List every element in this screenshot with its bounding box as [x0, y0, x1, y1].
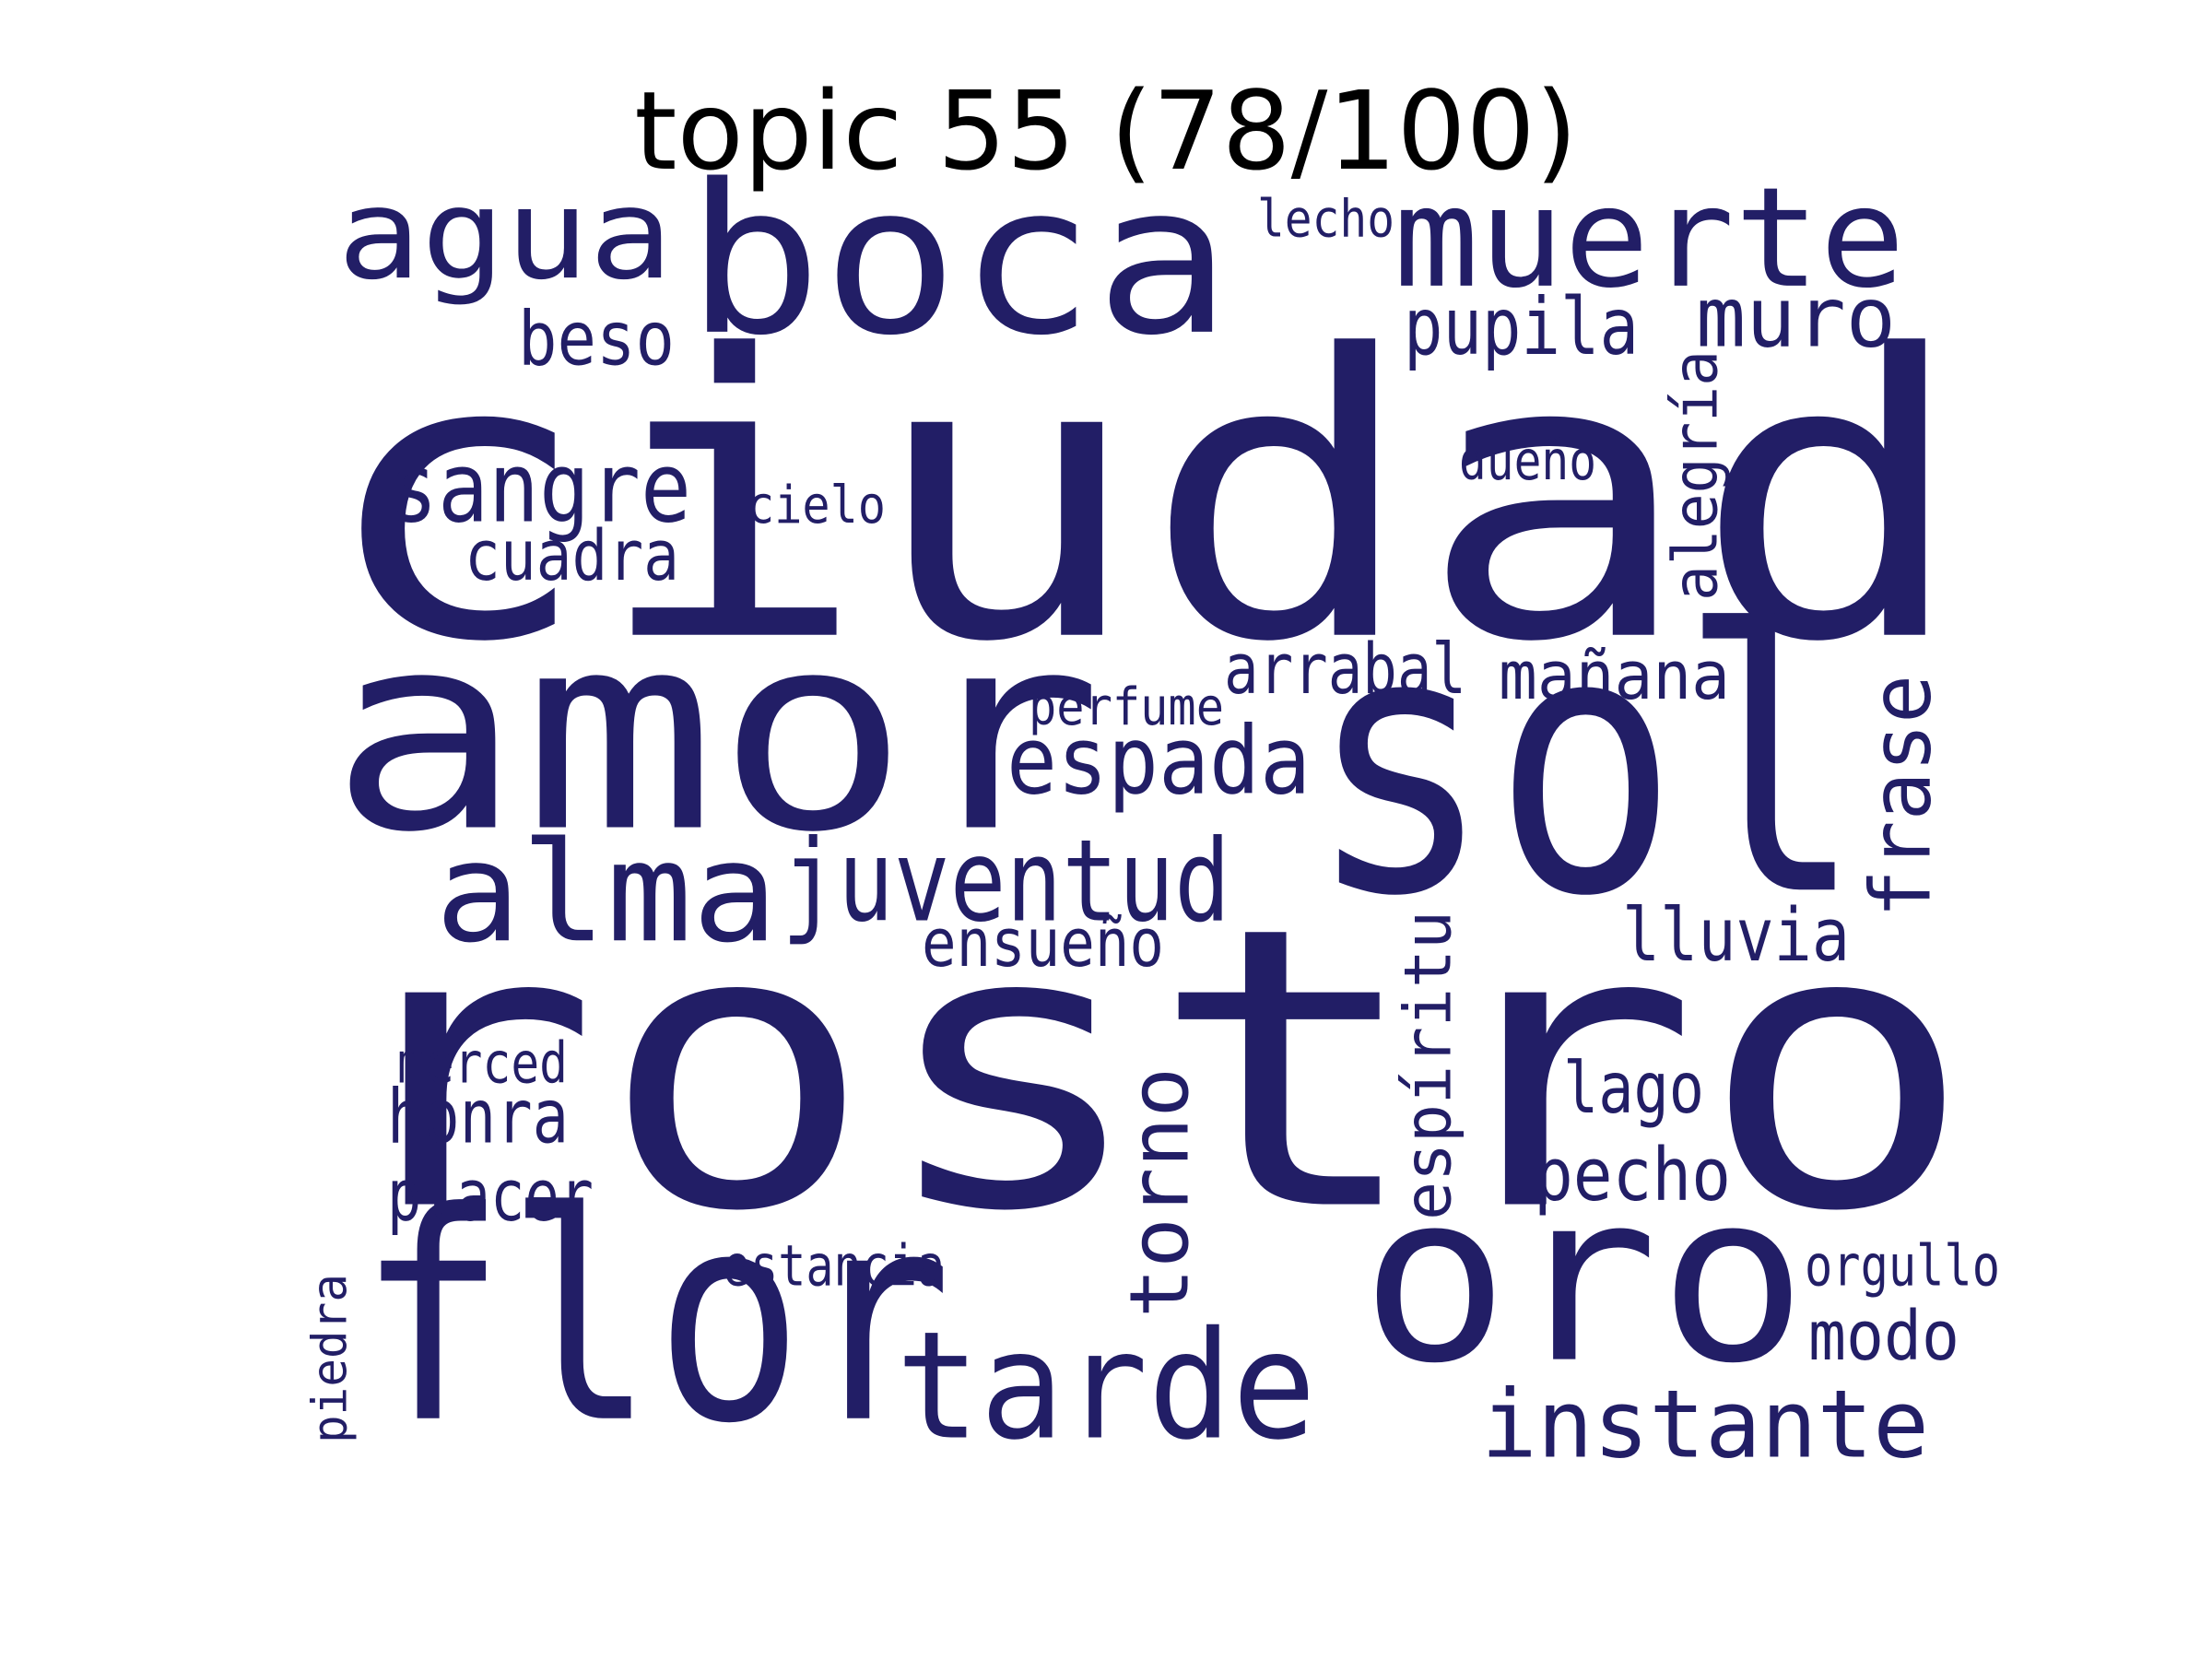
word-lago: lago	[1563, 1046, 1704, 1130]
word-muerte: muerte	[1394, 158, 1905, 320]
word-torno: torno	[1112, 1067, 1207, 1318]
word-instante: instante	[1481, 1369, 1929, 1479]
word-tarde: tarde	[896, 1299, 1316, 1474]
word-rostro: rostro	[324, 844, 1974, 1296]
word-cuadra: cuadra	[465, 516, 679, 598]
word-juventud: juventud	[782, 814, 1230, 947]
word-orgullo: orgullo	[1805, 1232, 2000, 1300]
word-alma: alma	[435, 813, 778, 974]
word-boca: boca	[686, 139, 1231, 381]
word-merced: merced	[397, 1030, 568, 1098]
word-amor: amor	[329, 575, 1103, 892]
word-pecho: pecho	[1534, 1132, 1731, 1218]
word-flor: flor	[358, 1151, 952, 1488]
word-manana: mañana	[1499, 637, 1730, 715]
word-pupila: pupila	[1404, 279, 1639, 373]
word-honra: honra	[387, 1074, 569, 1161]
word-alegria: alegría	[1660, 350, 1732, 601]
word-frase: frase	[1853, 675, 1950, 918]
word-espada: espada	[1006, 705, 1311, 816]
word-lecho: lecho	[1257, 188, 1394, 250]
word-estancia: estancia	[723, 1233, 945, 1300]
word-piedra: piedra	[302, 1274, 359, 1443]
word-muro: muro	[1696, 270, 1896, 368]
word-cielo: cielo	[747, 474, 886, 535]
word-sangre: sangre	[387, 431, 691, 546]
word-modo: modo	[1808, 1297, 1959, 1377]
word-beso: beso	[518, 294, 675, 382]
word-espiritu: espíritu	[1391, 911, 1466, 1220]
word-sol: sol	[1307, 555, 1865, 976]
word-arrabal: arrabal	[1224, 629, 1466, 711]
word-ensueno: ensueño	[922, 904, 1164, 982]
figure-title: topic 55 (78/100)	[634, 67, 1578, 194]
word-oro: oro	[1360, 1143, 1807, 1416]
word-ciudad: ciudad	[318, 272, 1968, 727]
word-placer: placer	[387, 1153, 594, 1238]
word-lluvia: lluvia	[1622, 893, 1850, 979]
word-dueno: dueño	[1459, 428, 1596, 492]
word-perfume: perfume	[1029, 676, 1224, 737]
word-agua: agua	[337, 161, 673, 308]
